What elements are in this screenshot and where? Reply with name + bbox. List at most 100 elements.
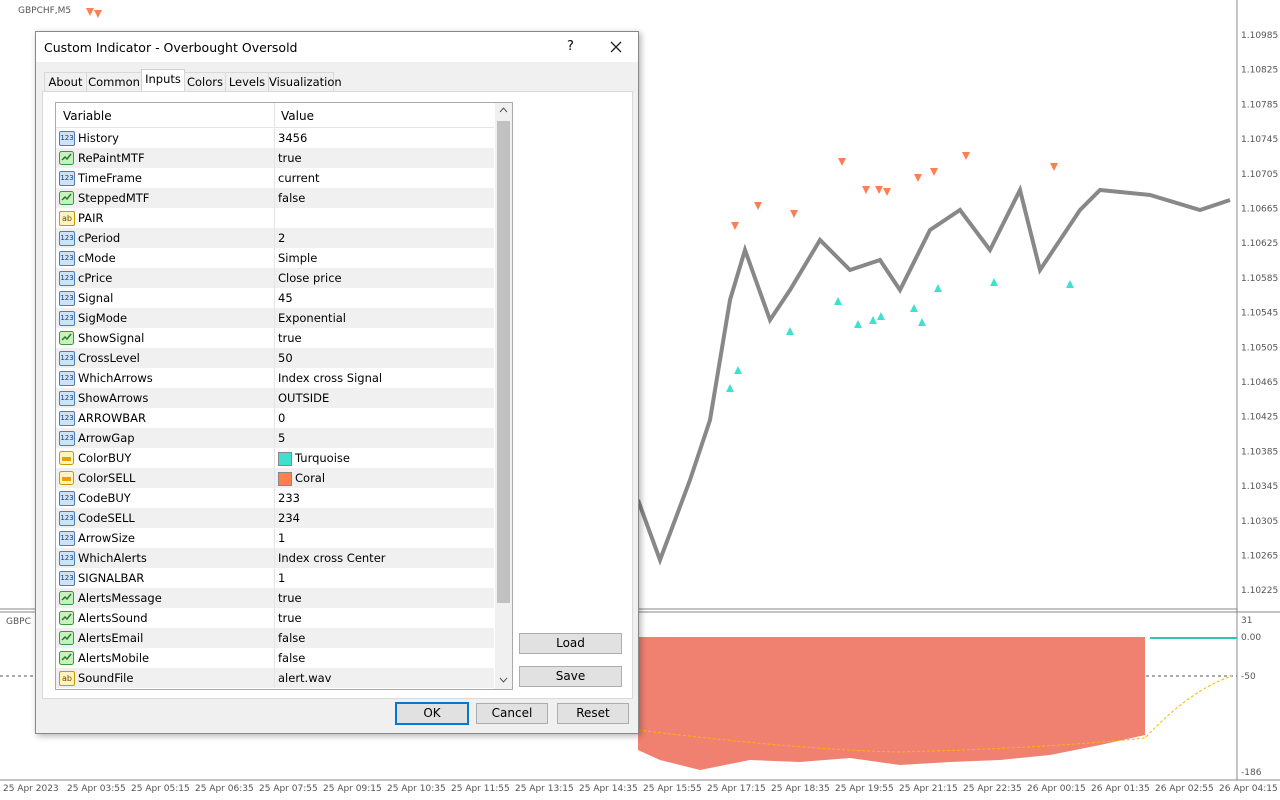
histogram [1150,637,1237,639]
price-label: 1.10985 [1241,31,1278,41]
table-row[interactable]: 123 TimeFrame current [56,168,494,188]
type-icon: 123 [59,491,75,506]
table-row[interactable]: 123 SigMode Exponential [56,308,494,328]
table-row[interactable]: ab PAIR [56,208,494,228]
price-label: 1.10505 [1241,343,1278,353]
dialog-title: Custom Indicator - Overbought Oversold [44,40,298,55]
table-row[interactable]: 123 ArrowSize 1 [56,528,494,548]
tab[interactable]: Colors [184,72,226,92]
indicator-axis-label: -186 [1241,768,1262,778]
price-label: 1.10705 [1241,170,1278,180]
variable-name: WhichArrows [78,371,153,385]
table-row[interactable]: 123 WhichArrows Index cross Signal [56,368,494,388]
cell-divider [274,328,275,348]
color-swatch [278,472,292,486]
time-label: 26 Apr 02:55 [1155,784,1214,794]
variable-value: Turquoise [295,451,350,465]
table-row[interactable]: 123 ARROWBAR 0 [56,408,494,428]
side-button[interactable]: Save [519,666,622,687]
color-icon [59,471,74,485]
time-label: 25 Apr 03:55 [67,784,126,794]
type-icon: ab [59,671,75,686]
price-label: 1.10625 [1241,239,1278,249]
variable-name: SIGNALBAR [78,571,145,585]
time-label: 25 Apr 11:55 [451,784,510,794]
type-icon: 123 [59,311,75,326]
variable-name: ColorBUY [78,451,132,465]
price-label: 1.10745 [1241,135,1278,145]
type-icon: 123 [59,551,75,566]
table-row[interactable]: 123 Signal 45 [56,288,494,308]
table-row[interactable]: RePaintMTF true [56,148,494,168]
cell-divider [274,648,275,668]
time-label: 25 Apr 19:55 [835,784,894,794]
table-row[interactable]: AlertsMobile false [56,648,494,668]
price-label: 1.10545 [1241,309,1278,319]
type-icon: 123 [59,291,75,306]
cell-divider [274,248,275,268]
scrollbar[interactable] [495,103,512,689]
table-row[interactable]: ColorBUY Turquoise [56,448,494,468]
table-row[interactable]: 123 WhichAlerts Index cross Center [56,548,494,568]
table-row[interactable]: AlertsSound true [56,608,494,628]
column-header: Value [281,109,314,123]
table-row[interactable]: 123 ShowArrows OUTSIDE [56,388,494,408]
variable-name: cMode [78,251,116,265]
table-row[interactable]: 123 CodeSELL 234 [56,508,494,528]
price-label: 1.10225 [1241,586,1278,596]
price-label: 1.10785 [1241,100,1278,110]
table-row[interactable]: ShowSignal true [56,328,494,348]
cell-divider [274,348,275,368]
help-button[interactable]: ? [567,39,574,54]
table-row[interactable]: ab SoundFile alert.wav [56,668,494,688]
time-label: 25 Apr 09:15 [323,784,382,794]
dialog-button[interactable]: Cancel [476,703,548,724]
time-label: 25 Apr 15:55 [643,784,702,794]
variable-value: alert.wav [278,671,332,685]
dialog-button[interactable]: OK [395,702,469,725]
type-icon: 123 [59,131,75,146]
variable-value: Close price [278,271,342,285]
dialog: Custom Indicator - Overbought Oversold ?… [35,31,639,734]
time-label: 25 Apr 13:15 [515,784,574,794]
variable-value: OUTSIDE [278,391,330,405]
table-row[interactable]: 123 CrossLevel 50 [56,348,494,368]
time-label: 25 Apr 10:35 [387,784,446,794]
cell-divider [274,308,275,328]
variable-name: AlertsEmail [78,631,144,645]
type-icon: 123 [59,351,75,366]
type-icon: 123 [59,411,75,426]
tab[interactable]: Common [86,72,142,92]
table-row[interactable]: 123 cMode Simple [56,248,494,268]
variable-value: false [278,631,306,645]
signal-line [637,675,1233,753]
variable-value: 2 [278,231,286,245]
table-row[interactable]: SteppedMTF false [56,188,494,208]
tab[interactable]: About [44,72,87,92]
dialog-button[interactable]: Reset [557,703,629,724]
cell-divider [274,608,275,628]
table-row[interactable]: 123 ArrowGap 5 [56,428,494,448]
table-row[interactable]: AlertsMessage true [56,588,494,608]
time-label: 25 Apr 14:35 [579,784,638,794]
table-row[interactable]: 123 SIGNALBAR 1 [56,568,494,588]
type-icon: 123 [59,571,75,586]
variable-value: 1 [278,571,286,585]
color-swatch [278,452,292,466]
time-label: 25 Apr 22:35 [963,784,1022,794]
tab[interactable]: Levels [225,72,269,92]
tab-panel: Variable Value 123 History 3456 RePaintMTF t… [42,91,633,699]
tab[interactable]: Visualization [268,72,342,92]
variable-name: SteppedMTF [78,191,150,205]
tab[interactable]: Inputs [141,69,185,93]
table-row[interactable]: 123 cPeriod 2 [56,228,494,248]
table-row[interactable]: AlertsEmail false [56,628,494,648]
time-label: 26 Apr 00:15 [1027,784,1086,794]
time-label: 25 Apr 2023 [3,784,59,794]
table-row[interactable]: 123 cPrice Close price [56,268,494,288]
table-row[interactable]: 123 CodeBUY 233 [56,488,494,508]
table-row[interactable]: ColorSELL Coral [56,468,494,488]
table-row[interactable]: 123 History 3456 [56,128,494,148]
side-button[interactable]: Load [519,633,622,654]
close-button[interactable] [610,41,622,53]
